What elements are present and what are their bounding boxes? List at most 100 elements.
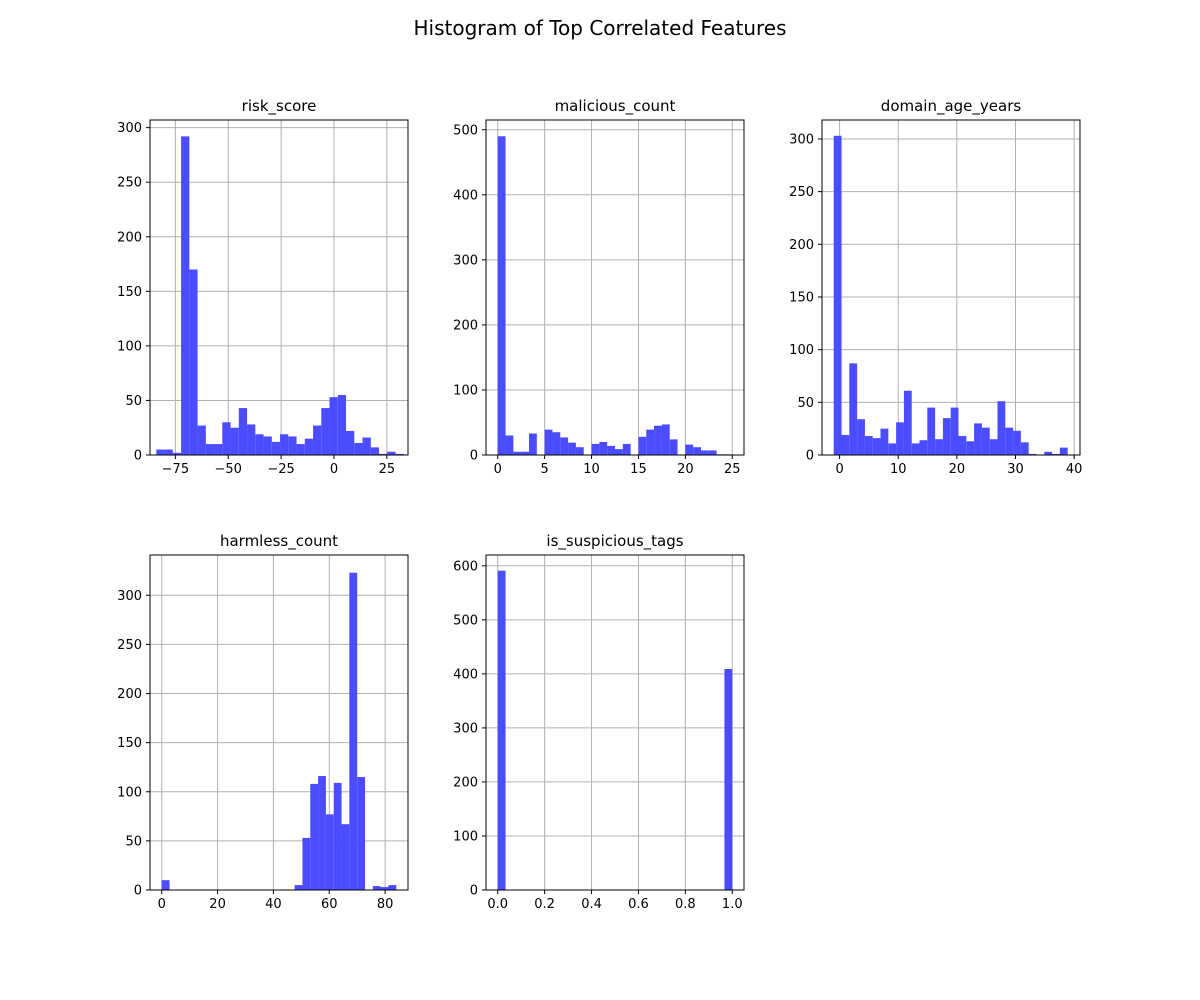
y-tick-label: 200	[117, 230, 142, 245]
y-tick-label: 250	[789, 185, 814, 200]
histogram-bar	[255, 434, 264, 455]
x-tick-label: 25	[724, 462, 741, 477]
histogram-bar	[528, 433, 537, 455]
histogram-bar	[164, 449, 173, 455]
x-tick-label: 30	[1007, 462, 1024, 477]
x-tick-label: 0.4	[581, 897, 602, 912]
subplot-title: harmless_count	[220, 532, 338, 551]
histogram-bar	[271, 441, 281, 455]
axes-frame	[485, 119, 745, 456]
histogram-bar	[172, 452, 182, 455]
histogram-bar	[708, 450, 717, 455]
histogram-bar	[346, 430, 355, 455]
x-tick-label: 5	[540, 462, 548, 477]
histogram-bar	[341, 824, 350, 890]
y-tick-label: 200	[117, 687, 142, 702]
histogram-bar	[661, 424, 670, 455]
chart-panel: 0.0 0.2 0.4 0.6 0.8 1.0 0 100 200 300 400 500 600 is_…	[453, 532, 745, 912]
histogram-bar	[337, 394, 347, 455]
histogram-bar	[591, 443, 600, 455]
histogram-bar	[302, 837, 311, 890]
histogram-bar	[497, 570, 506, 890]
histogram-bar	[560, 437, 569, 455]
histogram-bar	[521, 451, 529, 455]
y-tick-label: 100	[789, 343, 814, 358]
histogram-bar	[497, 136, 506, 455]
histogram-bar	[966, 441, 975, 455]
histogram-bar	[911, 443, 920, 455]
y-tick-label: 150	[789, 290, 814, 305]
y-tick-label: 0	[470, 884, 478, 899]
histogram-bar	[864, 436, 873, 455]
axes-frame	[821, 119, 1081, 456]
histogram-bar	[669, 439, 678, 455]
axes-frame	[485, 554, 745, 891]
histogram-bar	[693, 447, 701, 455]
histogram-bar	[263, 436, 272, 455]
histogram-bar	[974, 423, 982, 455]
y-tick-label: 150	[117, 736, 142, 751]
histogram-bar	[903, 390, 912, 455]
histogram-bar	[333, 782, 342, 890]
x-tick-label: 10	[583, 462, 600, 477]
histogram-bar	[654, 425, 662, 455]
histogram-bar	[395, 453, 404, 455]
histogram-bar	[1020, 442, 1029, 455]
histogram-bar	[238, 408, 248, 455]
y-tick-label: 200	[453, 318, 478, 333]
y-tick-label: 150	[117, 285, 142, 300]
y-tick-label: 200	[453, 775, 478, 790]
histogram-bar	[638, 436, 647, 455]
histogram-bar	[888, 443, 897, 455]
histogram-bar	[318, 776, 326, 890]
histogram-bar	[387, 451, 396, 455]
y-tick-label: 100	[453, 383, 478, 398]
histogram-bar	[388, 885, 397, 890]
histogram-bar	[880, 428, 889, 455]
histogram-bar	[280, 434, 289, 455]
y-tick-label: 600	[453, 559, 478, 574]
histogram-bar	[197, 425, 206, 455]
histogram-bar	[354, 442, 363, 455]
y-tick-label: 400	[453, 667, 478, 682]
y-tick-label: 300	[453, 721, 478, 736]
x-tick-label: −50	[215, 462, 242, 477]
x-tick-label: 0.8	[675, 897, 696, 912]
x-tick-label: 0	[494, 462, 502, 477]
y-tick-label: 0	[470, 449, 478, 464]
x-tick-label: −75	[162, 462, 189, 477]
histogram-bar	[181, 136, 190, 455]
x-tick-label: −25	[267, 462, 294, 477]
subplot-title: malicious_count	[555, 97, 676, 116]
axes-frame	[149, 554, 409, 891]
histogram-bar	[513, 451, 522, 455]
y-tick-label: 300	[789, 132, 814, 147]
histogram-bar	[599, 441, 608, 455]
histogram-bar	[294, 885, 303, 890]
histogram-bar	[310, 783, 319, 890]
x-tick-label: 10	[890, 462, 907, 477]
y-tick-label: 100	[117, 339, 142, 354]
chart-panel: 0 20 40 60 80 0 50 100 150 200 250 300 harmless_coun…	[117, 532, 409, 912]
histogram-bar	[896, 422, 904, 455]
y-tick-label: 0	[134, 449, 142, 464]
histogram-bar	[1013, 430, 1021, 455]
histogram-bar	[222, 422, 231, 455]
x-tick-label: 40	[1066, 462, 1083, 477]
histogram-bar	[296, 444, 305, 455]
x-tick-label: 0	[158, 897, 166, 912]
histogram-bar	[329, 397, 338, 455]
x-tick-label: 25	[379, 462, 396, 477]
histogram-bar	[304, 438, 314, 455]
histogram-bar	[380, 887, 389, 890]
subplot-title: risk_score	[242, 97, 317, 116]
x-tick-label: 1.0	[722, 897, 743, 912]
histogram-bar	[622, 443, 631, 455]
histogram-bar	[313, 425, 322, 455]
y-tick-label: 250	[117, 176, 142, 191]
histogram-bar	[161, 880, 170, 890]
histogram-bar	[214, 444, 223, 455]
histogram-bar	[575, 447, 584, 455]
